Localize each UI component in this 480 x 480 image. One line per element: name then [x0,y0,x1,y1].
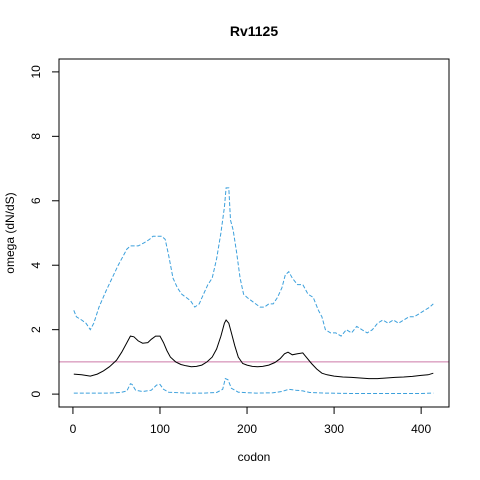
x-tick-label: 0 [70,422,77,436]
x-axis-label: codon [238,450,271,464]
y-tick-label: 4 [29,262,43,269]
x-tick-label: 200 [237,422,257,436]
x-tick-label: 300 [324,422,344,436]
y-tick-label: 2 [29,326,43,333]
y-axis: 0 2 4 6 8 10 [29,65,60,397]
y-tick-label: 10 [29,65,43,79]
series-line-upper [73,187,434,337]
y-tick-label: 6 [29,197,43,204]
x-tick-label: 400 [411,422,431,436]
y-tick-label: 0 [29,390,43,397]
series-line-estimate [73,319,434,380]
series-line-lower [73,377,434,394]
series-layer [59,187,449,394]
x-tick-label: 100 [150,422,170,436]
y-tick-label: 8 [29,133,43,140]
y-axis-label: omega (dN/dS) [3,192,17,273]
plot-frame [58,58,450,408]
x-axis: 0 100 200 300 400 [70,406,431,436]
chart-title: Rv1125 [230,23,278,39]
